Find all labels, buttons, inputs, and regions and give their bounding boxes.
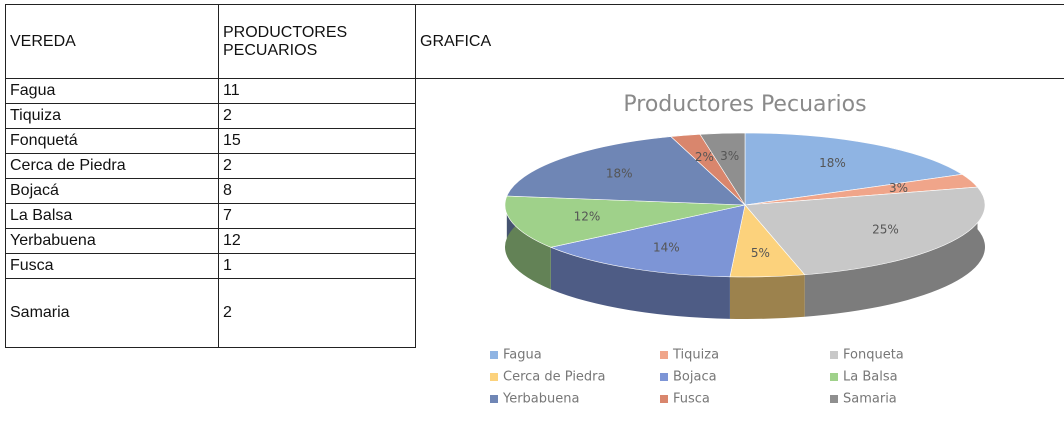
header-cell: GRAFICA bbox=[415, 4, 1064, 79]
count-cell: 2 bbox=[218, 103, 416, 129]
legend-swatch bbox=[490, 395, 498, 403]
count-cell: 8 bbox=[218, 178, 416, 204]
slice-label: 18% bbox=[606, 166, 633, 180]
legend-swatch bbox=[660, 351, 668, 359]
pie-side bbox=[505, 195, 551, 290]
pie-side bbox=[550, 247, 730, 319]
table-row: Samaria 2 bbox=[5, 278, 1064, 348]
legend-swatch bbox=[830, 395, 838, 403]
legend-swatch bbox=[660, 373, 668, 381]
slice-label: 25% bbox=[872, 222, 899, 236]
legend-label: Cerca de Piedra bbox=[503, 370, 606, 385]
legend-label: Samaria bbox=[843, 392, 897, 407]
legend-swatch bbox=[830, 373, 838, 381]
count-cell: 7 bbox=[218, 203, 416, 229]
legend-label: Yerbabuena bbox=[502, 392, 579, 407]
slice-label: 12% bbox=[574, 210, 601, 224]
slice-label: 3% bbox=[720, 149, 739, 163]
table-row: Cerca de Piedra 2 bbox=[5, 153, 1064, 179]
legend-swatch bbox=[490, 351, 498, 359]
pie-slice bbox=[744, 132, 964, 206]
legend-label: Fusca bbox=[673, 392, 710, 407]
vereda-cell: Bojacá bbox=[5, 178, 219, 204]
pie-slice bbox=[549, 204, 746, 278]
vereda-cell: Fonquetá bbox=[5, 128, 219, 154]
pie-slice bbox=[506, 136, 746, 206]
legend-label: Fonqueta bbox=[843, 348, 904, 363]
vereda-cell: La Balsa bbox=[5, 203, 219, 229]
vereda-cell: Yerbabuena bbox=[5, 228, 219, 254]
pie-side bbox=[729, 274, 805, 319]
pie-slice bbox=[699, 132, 746, 207]
table-row: Tiquiza 2 bbox=[5, 103, 1064, 129]
legend-swatch bbox=[490, 373, 498, 381]
header-row: VEREDA PRODUCTORES PECUARIOS GRAFICA bbox=[5, 4, 1064, 79]
legend-swatch bbox=[660, 395, 668, 403]
pie-side bbox=[804, 187, 985, 317]
header-cell: PRODUCTORES PECUARIOS bbox=[218, 4, 416, 79]
vereda-cell: Cerca de Piedra bbox=[5, 153, 219, 179]
slice-label: 2% bbox=[695, 150, 714, 164]
slice-label: 3% bbox=[889, 181, 908, 195]
header-cell: VEREDA bbox=[5, 4, 219, 79]
chart-title: Productores Pecuarios bbox=[623, 92, 866, 117]
pie-slice bbox=[504, 195, 746, 248]
legend-swatch bbox=[830, 351, 838, 359]
pie-slice bbox=[744, 186, 986, 276]
slice-label: 5% bbox=[751, 246, 770, 260]
legend-label: Tiquiza bbox=[672, 348, 719, 363]
count-cell: 2 bbox=[218, 278, 416, 348]
table-row: La Balsa 7 bbox=[5, 203, 1064, 229]
legend-label: La Balsa bbox=[843, 370, 898, 385]
slice-label: 18% bbox=[819, 156, 846, 170]
vereda-cell: Samaria bbox=[5, 278, 219, 348]
legend-label: Fagua bbox=[503, 348, 542, 363]
table-row: Yerbabuena 12 bbox=[5, 228, 1064, 254]
vereda-cell: Tiquiza bbox=[5, 103, 219, 129]
table-row: Bojacá 8 bbox=[5, 178, 1064, 204]
slice-label: 14% bbox=[653, 240, 680, 254]
legend-label: Bojaca bbox=[673, 370, 717, 385]
table-row: Fonquetá 15 bbox=[5, 128, 1064, 154]
